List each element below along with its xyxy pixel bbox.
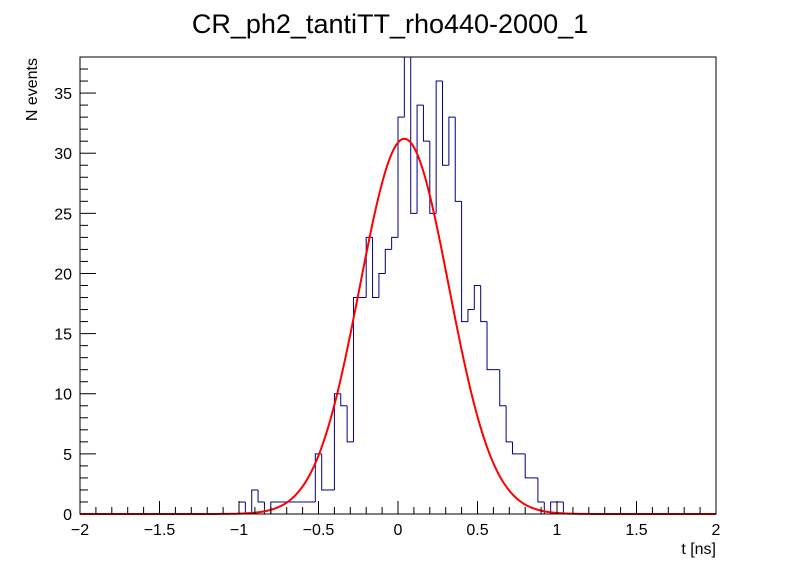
histogram-bin	[467, 309, 475, 322]
histogram-bin	[397, 116, 405, 238]
histogram-bin	[448, 116, 456, 166]
y-axis-label: N events	[24, 58, 41, 121]
histogram-bin	[372, 237, 379, 299]
x-tick-label: −2	[71, 522, 89, 539]
histogram-bin	[473, 285, 481, 310]
histogram-bin	[480, 285, 488, 323]
histogram-bin	[499, 369, 507, 407]
x-tick-label: 2	[712, 522, 721, 539]
histogram-bin	[505, 405, 513, 443]
x-tick-label: 1	[553, 522, 562, 539]
histogram-bin	[454, 117, 462, 202]
chart-title: CR_ph2_tantiTT_rho440-2000_1	[192, 9, 588, 39]
histogram-bin	[461, 201, 468, 323]
y-tick-label: 5	[63, 447, 72, 464]
y-tick-label: 0	[63, 507, 72, 524]
histogram-bin	[251, 489, 259, 514]
x-tick-label: −1	[230, 522, 248, 539]
x-tick-label: 0.5	[466, 522, 488, 539]
y-tick-label: 35	[54, 86, 72, 103]
histogram-bin	[435, 80, 443, 214]
histogram-bin	[410, 57, 418, 214]
y-tick-label: 10	[54, 387, 72, 404]
histogram-bin	[486, 321, 494, 371]
y-tick-label: 30	[54, 146, 72, 163]
histogram-bin	[524, 453, 532, 479]
histogram-bin	[340, 393, 348, 407]
x-axis-label: t [ns]	[681, 541, 716, 558]
x-tick-label: −0.5	[303, 522, 335, 539]
x-tick-label: 1.5	[625, 522, 647, 539]
x-tick-label: −1.5	[144, 522, 176, 539]
y-tick-label: 20	[54, 266, 72, 283]
histogram-bin	[333, 393, 341, 490]
histogram-bin	[416, 104, 424, 214]
y-tick-label: 15	[54, 327, 72, 344]
histogram-bin	[422, 105, 430, 142]
histogram-bin	[550, 501, 557, 514]
histogram-bin	[391, 236, 398, 250]
histogram-bin	[537, 477, 545, 503]
histogram-bin	[384, 248, 392, 274]
x-tick-label: 0	[394, 522, 403, 539]
histogram-bin	[346, 405, 354, 443]
histogram-bin	[378, 272, 386, 298]
histogram-bin	[442, 81, 449, 166]
histogram-bin	[321, 453, 329, 491]
y-tick-label: 25	[54, 206, 72, 223]
histogram-bin	[257, 489, 265, 503]
histogram-bin	[511, 441, 519, 455]
